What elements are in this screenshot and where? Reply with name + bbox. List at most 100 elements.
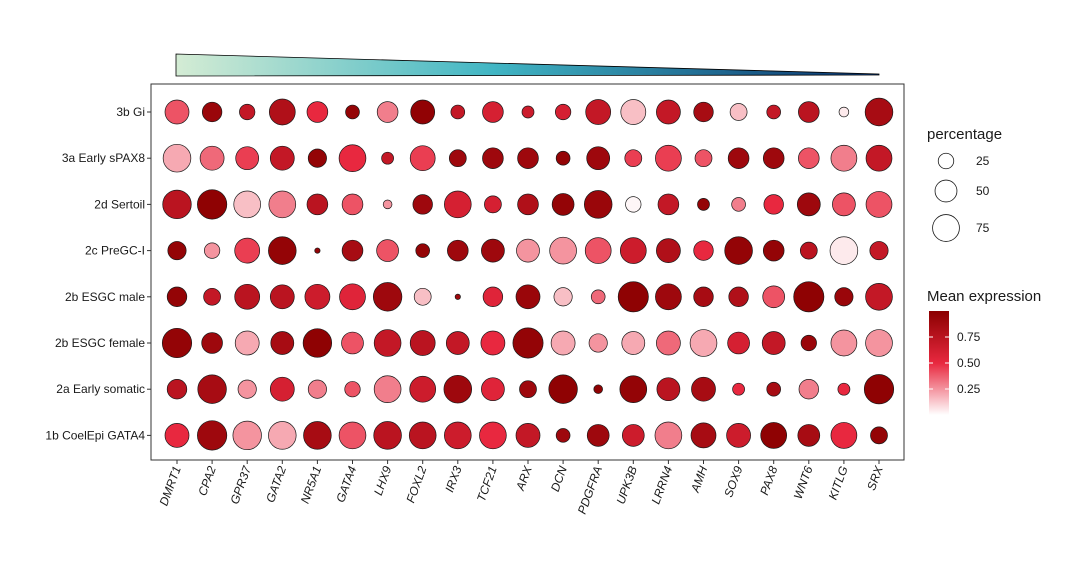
dot-dcn-row-3 xyxy=(549,236,577,265)
color-legend-title: Mean expression xyxy=(927,288,1041,305)
x-tick-label: NR5A1 xyxy=(298,464,324,505)
x-tick-label: SOX9 xyxy=(721,464,745,499)
dot-dcn-row-4 xyxy=(553,287,573,307)
dot-tcf21-row-0 xyxy=(482,101,504,123)
dot-upk3b-row-3 xyxy=(619,237,647,264)
dot-srx-row-0 xyxy=(864,97,894,127)
dot-pax8-row-2 xyxy=(763,194,784,215)
dot-lhx9-row-7 xyxy=(373,421,402,450)
dot-sox9-row-6 xyxy=(732,382,745,396)
dot-irx3-row-3 xyxy=(447,239,469,262)
dot-dmrt1-row-1 xyxy=(162,143,192,173)
dot-gata4-row-3 xyxy=(341,239,364,262)
dot-wnt6-row-5 xyxy=(800,334,817,352)
dot-gata2-row-5 xyxy=(270,331,295,355)
dot-sox9-row-7 xyxy=(726,423,751,448)
dot-srx-row-3 xyxy=(869,241,889,261)
x-axis: DMRT1 CPA2 GPR37 GATA2 NR5A1 GATA4 LHX9 FOXL2 IR… xyxy=(157,460,886,516)
dot-dcn-row-0 xyxy=(554,103,572,121)
dot-arx-row-6 xyxy=(519,380,537,399)
x-tick-label: TCF21 xyxy=(474,464,500,503)
dot-upk3b-row-4 xyxy=(617,281,649,313)
dot-gpr37-row-6 xyxy=(237,379,257,399)
dot-kitlg-row-5 xyxy=(830,329,858,357)
dot-foxl2-row-1 xyxy=(409,145,436,172)
x-tick-label: LRRN4 xyxy=(649,464,676,506)
size-legend-title: percentage xyxy=(927,126,1002,143)
dot-nr5a1-row-6 xyxy=(307,379,327,399)
dot-sox9-row-1 xyxy=(727,147,750,169)
x-tick-label: LHX9 xyxy=(371,464,395,497)
dot-arx-row-3 xyxy=(516,238,540,263)
y-tick-label: 2b ESGC male xyxy=(65,290,145,304)
x-tick-label: PDGFRA xyxy=(575,464,605,516)
dot-irx3-row-4 xyxy=(454,293,461,300)
dot-gata4-row-0 xyxy=(345,104,360,120)
dot-gpr37-row-1 xyxy=(235,146,260,171)
dot-wnt6-row-2 xyxy=(796,192,821,217)
size-legend: percentage 25 50 75 xyxy=(927,126,1002,242)
dot-dcn-row-1 xyxy=(555,150,571,166)
dot-nr5a1-row-2 xyxy=(306,193,329,216)
dot-gpr37-row-4 xyxy=(234,283,261,310)
dot-gata4-row-6 xyxy=(344,381,361,398)
x-tick-label: GPR37 xyxy=(227,463,254,506)
dot-lrrn4-row-1 xyxy=(655,144,682,172)
color-legend-label: 0.75 xyxy=(957,330,981,344)
dot-gata2-row-2 xyxy=(268,190,297,219)
dot-lhx9-row-3 xyxy=(376,239,399,262)
x-tick-label: DMRT1 xyxy=(157,464,184,507)
dot-pax8-row-1 xyxy=(762,147,785,169)
dot-dmrt1-row-3 xyxy=(167,241,187,261)
dot-tcf21-row-4 xyxy=(482,286,504,307)
dot-upk3b-row-2 xyxy=(625,196,642,213)
size-legend-label: 25 xyxy=(976,154,990,168)
x-tick-label: DCN xyxy=(548,464,570,494)
dot-gata4-row-1 xyxy=(338,144,367,172)
dot-sox9-row-4 xyxy=(728,286,749,307)
size-legend-key xyxy=(932,214,960,242)
dot-gpr37-row-2 xyxy=(233,190,261,219)
dot-kitlg-row-7 xyxy=(830,422,858,449)
dot-wnt6-row-0 xyxy=(798,101,820,123)
y-tick-label: 2a Early somatic xyxy=(56,382,145,396)
dot-arx-row-4 xyxy=(515,284,541,310)
dot-irx3-row-0 xyxy=(450,104,466,120)
dot-nr5a1-row-7 xyxy=(303,421,332,450)
dot-gata2-row-7 xyxy=(268,421,297,450)
y-tick-label: 1b CoelEpi GATA4 xyxy=(45,428,145,442)
y-tick-label: 3b Gi xyxy=(116,105,145,119)
dot-foxl2-row-5 xyxy=(409,330,436,356)
dot-tcf21-row-6 xyxy=(481,377,505,402)
size-legend-key xyxy=(934,179,958,203)
dot-kitlg-row-3 xyxy=(829,236,859,265)
dot-tcf21-row-3 xyxy=(481,238,505,263)
dot-gpr37-row-3 xyxy=(234,237,261,264)
dot-irx3-row-5 xyxy=(445,331,470,355)
dot-lrrn4-row-7 xyxy=(654,421,683,450)
dot-amh-row-6 xyxy=(691,376,716,402)
x-tick-label: IRX3 xyxy=(442,464,464,494)
dot-pax8-row-6 xyxy=(766,381,781,397)
dot-arx-row-0 xyxy=(521,105,535,119)
size-legend-label: 75 xyxy=(976,221,990,235)
dot-sox9-row-5 xyxy=(727,331,750,355)
dot-cpa2-row-6 xyxy=(197,374,227,404)
dot-gata4-row-4 xyxy=(339,283,366,311)
x-tick-label: AMH xyxy=(688,464,711,495)
dot-lhx9-row-0 xyxy=(376,101,399,123)
dot-lhx9-row-4 xyxy=(372,282,403,312)
dot-lrrn4-row-2 xyxy=(657,193,680,216)
dot-pax8-row-5 xyxy=(761,331,786,355)
dot-sox9-row-0 xyxy=(729,103,748,121)
size-legend-key xyxy=(937,152,955,170)
dot-pdgfra-row-2 xyxy=(583,190,613,219)
dot-amh-row-7 xyxy=(690,422,717,449)
dot-amh-row-1 xyxy=(694,149,713,168)
dot-nr5a1-row-1 xyxy=(307,148,327,168)
dot-cpa2-row-2 xyxy=(197,189,228,220)
dot-lhx9-row-6 xyxy=(373,375,402,403)
color-legend-label: 0.25 xyxy=(957,382,981,396)
dot-tcf21-row-5 xyxy=(480,330,506,356)
